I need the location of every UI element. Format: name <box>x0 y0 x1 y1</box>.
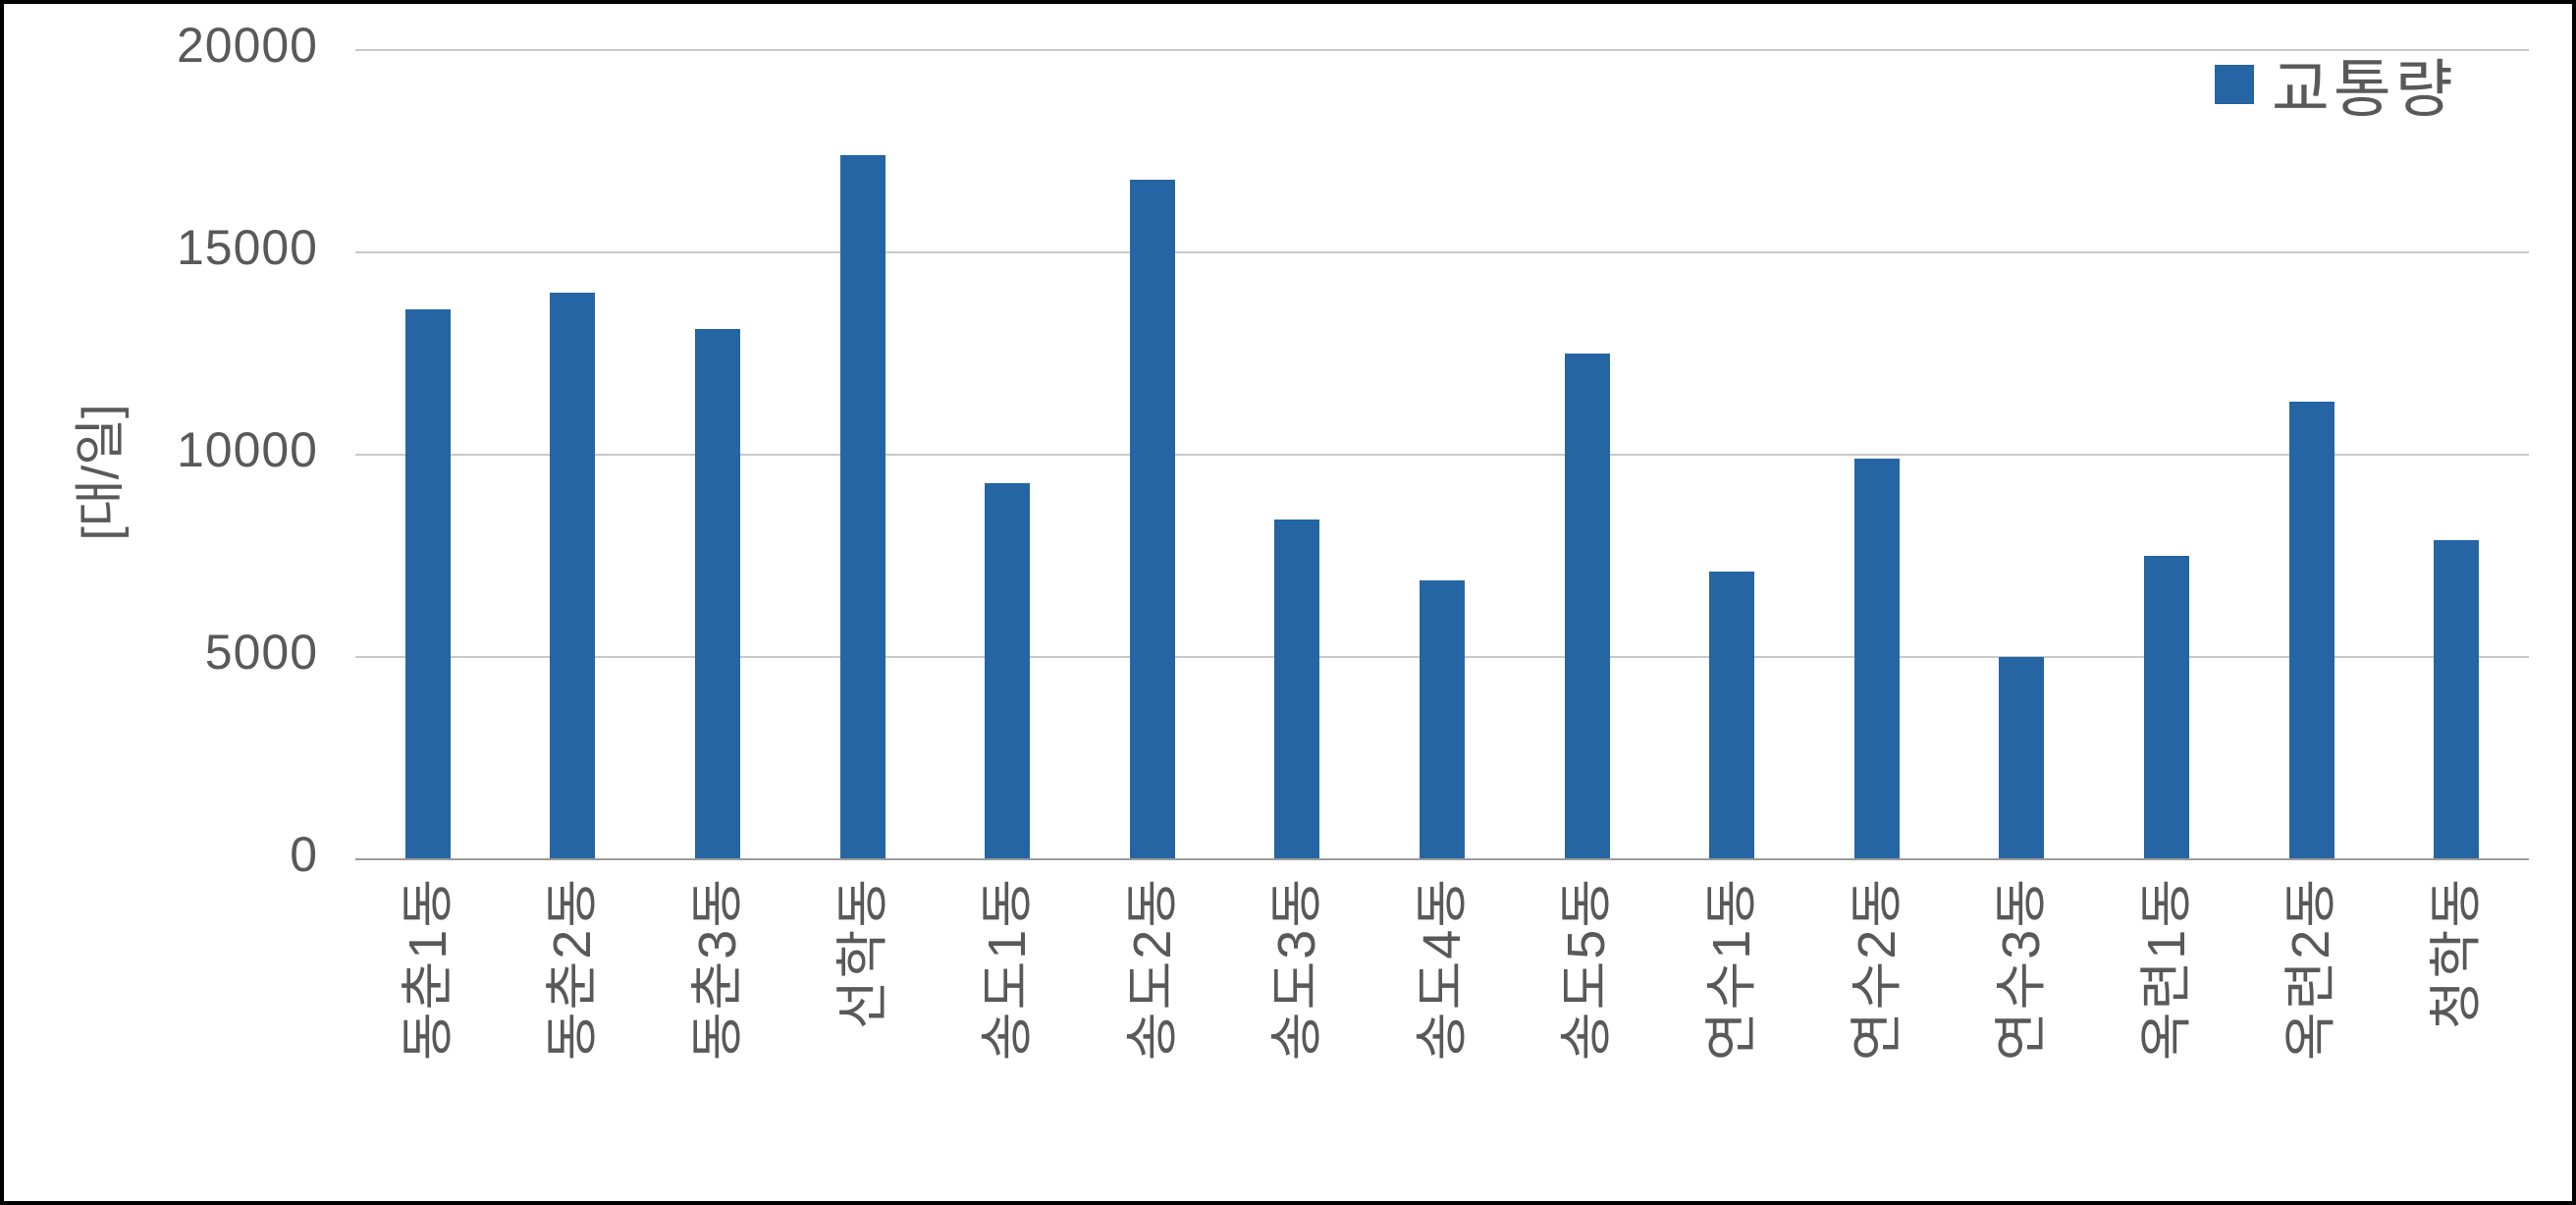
x-axis-label: 옥련2동 <box>2281 877 2341 1062</box>
x-axis-label-slot: 송도1동 <box>935 877 1080 1191</box>
legend-label: 교통량 <box>2272 54 2457 125</box>
bar-옥련1동 <box>2143 556 2189 859</box>
bar-송도1동 <box>985 482 1031 859</box>
x-axis-label: 연수3동 <box>1992 877 2052 1062</box>
bar-slot <box>1225 50 1370 859</box>
x-axis-label-slot: 송도4동 <box>1369 877 1515 1191</box>
y-axis-tick-label: 15000 <box>176 220 318 275</box>
bar-slot <box>2239 50 2385 859</box>
bar-청학동 <box>2434 539 2480 859</box>
bar-slot <box>1080 50 1225 859</box>
bar-slot <box>1659 50 1804 859</box>
x-axis-label: 선학동 <box>832 877 892 1030</box>
x-axis-label: 동춘2동 <box>543 877 603 1062</box>
x-axis-label: 송도3동 <box>1267 877 1327 1062</box>
bar-송도5동 <box>1564 354 1610 859</box>
bar-slot <box>2094 50 2239 859</box>
gridline <box>355 251 2529 253</box>
x-axis-labels: 동춘1동 동춘2동 동춘3동 선학동 송도1동 송도2동 송도3동 송도4동 송도5동 연수1동 연… <box>355 877 2529 1191</box>
bar-slot <box>501 50 646 859</box>
x-axis-label: 송도5동 <box>1557 877 1617 1062</box>
gridline <box>355 49 2529 51</box>
x-axis-label-slot: 선학동 <box>790 877 936 1191</box>
bar-slot <box>355 50 501 859</box>
x-axis-label-slot: 청학동 <box>2384 877 2529 1191</box>
bar-slot <box>645 50 790 859</box>
x-axis-label-slot: 송도3동 <box>1225 877 1370 1191</box>
x-axis-label-slot: 연수3동 <box>1950 877 2095 1191</box>
bar-선학동 <box>839 155 886 859</box>
bar-동춘2동 <box>550 293 596 859</box>
x-axis-label-slot: 연수2동 <box>1804 877 1950 1191</box>
legend-swatch-icon <box>2215 65 2254 104</box>
x-axis-label: 연수2동 <box>1847 877 1906 1062</box>
x-axis-label: 동춘1동 <box>398 877 457 1062</box>
x-axis-label-slot: 동춘3동 <box>645 877 790 1191</box>
gridline <box>355 454 2529 456</box>
bar-연수1동 <box>1709 572 1755 859</box>
bar-송도2동 <box>1129 179 1175 859</box>
x-axis-label-slot: 동춘1동 <box>355 877 501 1191</box>
bar-slot <box>1804 50 1950 859</box>
bar-동춘1동 <box>404 308 451 859</box>
x-axis-label-slot: 동춘2동 <box>501 877 646 1191</box>
x-axis-label: 연수1동 <box>1702 877 1762 1062</box>
y-axis-tick-label: 0 <box>290 827 318 882</box>
x-axis-line <box>355 858 2529 860</box>
bar-slot <box>1515 50 1660 859</box>
bar-slot <box>935 50 1080 859</box>
x-axis-label-slot: 옥련1동 <box>2094 877 2239 1191</box>
plot-area <box>355 50 2529 859</box>
x-axis-label: 송도2동 <box>1122 877 1182 1062</box>
bar-옥련2동 <box>2288 402 2334 859</box>
x-axis-label: 동춘3동 <box>687 877 747 1062</box>
bar-송도4동 <box>1419 579 1465 859</box>
legend: 교통량 <box>2215 39 2457 130</box>
x-axis-label-slot: 송도5동 <box>1515 877 1660 1191</box>
bar-slot <box>1950 50 2095 859</box>
bar-동춘3동 <box>694 329 740 859</box>
x-axis-label: 송도1동 <box>978 877 1038 1062</box>
bar-송도3동 <box>1274 519 1320 859</box>
bar-slot <box>790 50 936 859</box>
bar-slot <box>1369 50 1515 859</box>
x-axis-label-slot: 송도2동 <box>1080 877 1225 1191</box>
y-axis-tick-label: 20000 <box>176 18 318 73</box>
x-axis-label: 옥련1동 <box>2136 877 2196 1062</box>
bar-slot <box>2384 50 2529 859</box>
bar-연수2동 <box>1853 459 1900 859</box>
y-axis-tick-label: 5000 <box>204 625 318 680</box>
x-axis-label: 송도4동 <box>1412 877 1472 1062</box>
bar-연수3동 <box>1999 657 2045 859</box>
x-axis-label-slot: 옥련2동 <box>2239 877 2385 1191</box>
y-axis-tick-label: 10000 <box>176 422 318 477</box>
x-axis-label-slot: 연수1동 <box>1659 877 1804 1191</box>
x-axis-label: 청학동 <box>2427 877 2487 1030</box>
